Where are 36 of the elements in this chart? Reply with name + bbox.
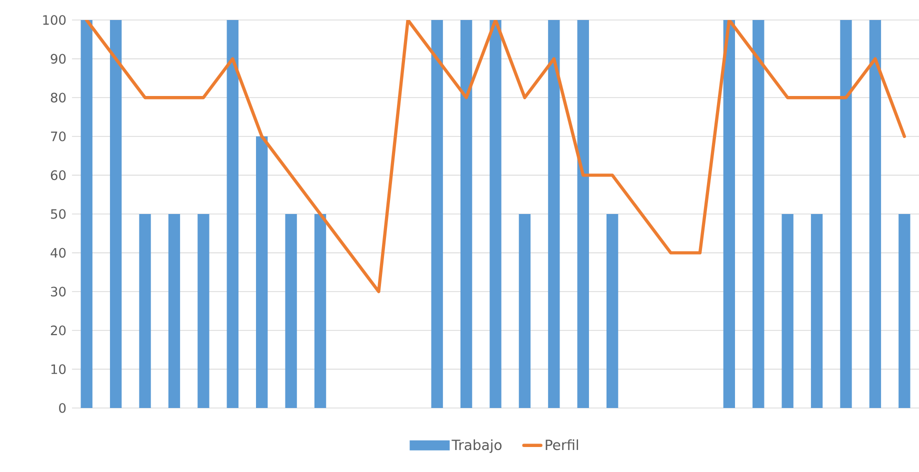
bar bbox=[548, 20, 560, 408]
bar bbox=[226, 20, 238, 408]
bar bbox=[285, 214, 297, 408]
legend-label: Trabajo bbox=[452, 439, 502, 453]
y-tick-label: 20 bbox=[50, 326, 66, 336]
bar bbox=[782, 214, 794, 408]
bar bbox=[810, 214, 823, 408]
bar bbox=[110, 20, 122, 408]
bar bbox=[198, 214, 210, 408]
bar bbox=[898, 214, 910, 408]
bar bbox=[490, 20, 502, 408]
bar bbox=[606, 214, 618, 408]
y-tick-label: 30 bbox=[50, 286, 66, 296]
bar bbox=[256, 136, 268, 408]
bar bbox=[840, 20, 852, 408]
y-tick-label: 90 bbox=[50, 54, 66, 64]
bar bbox=[314, 214, 326, 408]
bar bbox=[869, 20, 882, 408]
y-tick-label: 40 bbox=[50, 248, 66, 258]
bar bbox=[723, 20, 736, 408]
y-tick-label: 100 bbox=[43, 15, 66, 25]
y-tick-label: 70 bbox=[51, 132, 66, 142]
bar bbox=[431, 20, 443, 408]
bar bbox=[577, 20, 589, 408]
bar bbox=[139, 214, 151, 408]
bar bbox=[80, 20, 92, 408]
bar bbox=[460, 20, 472, 408]
y-tick-label: 60 bbox=[50, 170, 66, 180]
legend-label: Perfil bbox=[546, 439, 578, 450]
bar bbox=[752, 20, 764, 408]
y-tick-label: 10 bbox=[51, 364, 66, 374]
bar bbox=[518, 214, 531, 408]
y-tick-label: 50 bbox=[51, 209, 66, 219]
y-tick-label: 0 bbox=[59, 403, 66, 413]
y-tick-label: 80 bbox=[50, 92, 66, 102]
bar bbox=[168, 214, 180, 408]
